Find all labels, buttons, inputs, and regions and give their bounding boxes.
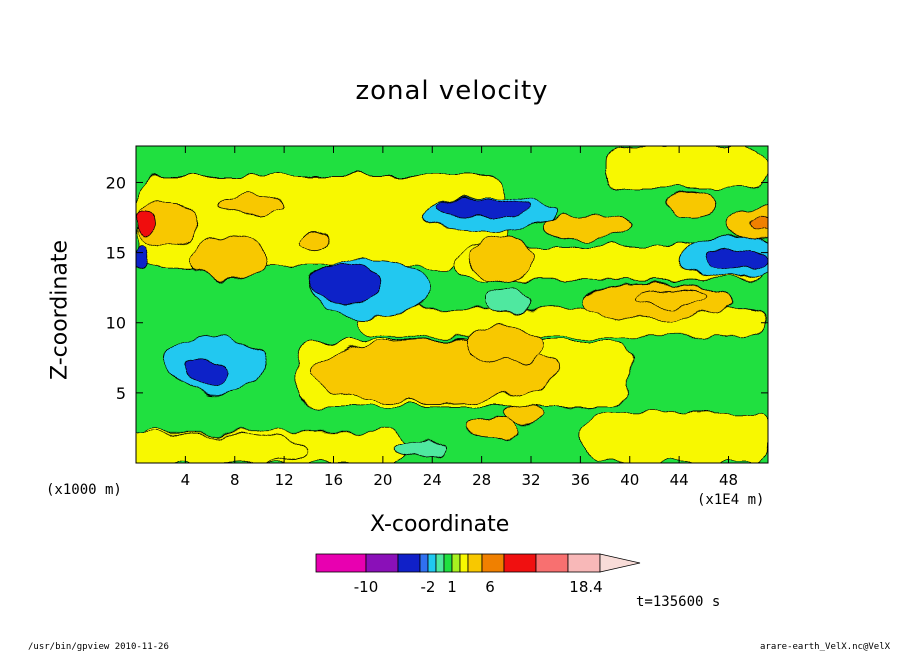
x-axis-label: X-coordinate (370, 512, 510, 537)
field-region (542, 215, 631, 239)
colorbar-swatch (397, 553, 421, 573)
x-tick-label: 32 (521, 471, 540, 489)
colorbar-swatch (467, 553, 483, 573)
y-tick-label: 20 (106, 173, 126, 192)
field-region (468, 325, 544, 363)
y-axis-ticks: 5 10 15 20 (106, 173, 768, 403)
program-info: /usr/bin/gpview 2010-11-26 (28, 642, 169, 652)
field-region (434, 198, 529, 217)
y-tick-label: 10 (106, 314, 126, 333)
x-tick-label: 28 (472, 471, 491, 489)
field-band (579, 413, 768, 463)
x-unit-label: (x1000 m) (46, 482, 122, 498)
field-region (468, 416, 520, 440)
colorbar-label: -10 (354, 578, 379, 596)
y-axis-label: Z-coordinate (47, 240, 73, 380)
field-band (604, 146, 768, 190)
field-region (666, 191, 717, 216)
plot-frame (135, 145, 769, 464)
colorbar: -10 -2 1 6 18.4 (315, 553, 641, 596)
x-tick-label: 40 (620, 471, 639, 489)
x-tick-label: 36 (571, 471, 590, 489)
field-region (394, 440, 445, 458)
colorbar-swatch (427, 553, 437, 573)
colorbar-swatch (419, 553, 429, 573)
colorbar-swatch (459, 553, 469, 573)
field-region (728, 204, 768, 242)
x-tick-label: 12 (275, 471, 294, 489)
x-tick-label: 16 (324, 471, 343, 489)
field-region (635, 288, 711, 307)
x-tick-label: 20 (373, 471, 392, 489)
x-tick-label: 4 (181, 471, 191, 489)
colorbar-label: -2 (421, 578, 436, 596)
field-region (488, 288, 529, 315)
colorbar-swatch (535, 553, 569, 573)
x-tick-label: 48 (719, 471, 738, 489)
y-tick-label: 5 (116, 384, 126, 403)
x-tick-label: 8 (230, 471, 240, 489)
time-stamp: t=135600 s (636, 594, 721, 610)
field-region (136, 431, 310, 463)
field-regions (136, 191, 768, 463)
y-tick-label: 15 (106, 244, 126, 263)
field-region (703, 247, 766, 272)
colorbar-swatch (481, 553, 505, 573)
x-tick-label: 24 (423, 471, 442, 489)
field-region (136, 212, 160, 234)
colorbar-swatch (435, 553, 445, 573)
colorbar-label: 1 (447, 578, 457, 596)
field-region (750, 214, 768, 232)
colorbar-extension (599, 553, 641, 573)
plot-area (136, 146, 768, 463)
file-info: arare-earth_VelX.nc@VelX (760, 642, 891, 652)
colorbar-label: 6 (485, 578, 495, 596)
x-axis-ticks: 4 8 12 16 20 24 28 32 36 40 44 48 (181, 146, 738, 489)
colorbar-swatch (443, 553, 453, 573)
colorbar-label: 18.4 (569, 578, 602, 596)
field-region (182, 358, 228, 385)
field-region (222, 194, 285, 216)
colorbar-swatch (567, 553, 601, 573)
field-region (136, 242, 149, 272)
x-scale-label: (x1E4 m) (697, 492, 765, 508)
field-region (191, 236, 267, 283)
colorbar-swatch (315, 553, 367, 573)
field-region (309, 266, 383, 304)
colorbar-swatch (451, 553, 461, 573)
field-region (468, 236, 532, 283)
field-region (502, 405, 548, 423)
chart-title: zonal velocity (355, 76, 549, 106)
field-region (296, 231, 334, 252)
colorbar-swatch (503, 553, 537, 573)
colorbar-swatch (365, 553, 399, 573)
x-tick-label: 44 (670, 471, 689, 489)
